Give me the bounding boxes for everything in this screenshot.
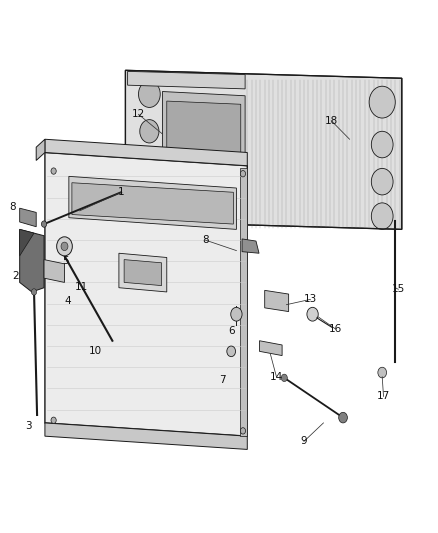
Polygon shape [45, 423, 247, 449]
Polygon shape [20, 229, 44, 292]
Text: 8: 8 [9, 202, 16, 212]
Circle shape [61, 242, 68, 251]
Circle shape [369, 86, 395, 118]
Text: 11: 11 [74, 281, 88, 292]
Text: 5: 5 [63, 256, 69, 266]
Polygon shape [20, 208, 36, 227]
Polygon shape [124, 260, 162, 286]
Circle shape [51, 168, 56, 174]
Circle shape [378, 367, 387, 378]
Text: 15: 15 [392, 284, 405, 294]
Circle shape [240, 427, 246, 434]
Polygon shape [45, 139, 247, 166]
Polygon shape [45, 152, 247, 436]
Circle shape [32, 289, 37, 295]
Circle shape [51, 417, 56, 423]
Text: 9: 9 [300, 437, 307, 447]
Polygon shape [20, 229, 34, 256]
Circle shape [371, 168, 393, 195]
Circle shape [307, 308, 318, 321]
Text: 8: 8 [202, 235, 208, 245]
Text: 3: 3 [25, 421, 32, 431]
Text: 12: 12 [132, 109, 145, 119]
Polygon shape [125, 70, 402, 229]
Polygon shape [127, 71, 245, 89]
Circle shape [339, 413, 347, 423]
Circle shape [140, 119, 159, 143]
Polygon shape [162, 92, 245, 227]
Polygon shape [119, 253, 167, 292]
Circle shape [138, 81, 160, 108]
Polygon shape [69, 176, 237, 229]
Circle shape [140, 154, 159, 177]
Text: 10: 10 [88, 346, 102, 357]
Polygon shape [265, 290, 289, 312]
Circle shape [371, 203, 393, 229]
Text: 13: 13 [304, 294, 317, 304]
Circle shape [227, 346, 236, 357]
Circle shape [42, 221, 47, 227]
Text: 1: 1 [118, 187, 124, 197]
Circle shape [371, 131, 393, 158]
Polygon shape [240, 168, 247, 436]
Circle shape [240, 171, 246, 177]
Polygon shape [36, 139, 45, 160]
Text: 2: 2 [12, 271, 19, 281]
Polygon shape [167, 101, 241, 217]
Polygon shape [242, 239, 259, 253]
Circle shape [140, 189, 159, 212]
Polygon shape [259, 341, 282, 356]
Polygon shape [72, 183, 233, 224]
Circle shape [281, 374, 287, 382]
Polygon shape [44, 260, 64, 282]
Text: 14: 14 [270, 372, 283, 382]
Text: 18: 18 [325, 116, 338, 126]
Text: 16: 16 [329, 324, 342, 334]
Circle shape [231, 308, 242, 321]
Text: 6: 6 [229, 326, 235, 336]
Text: 17: 17 [377, 391, 390, 401]
Text: 7: 7 [219, 375, 226, 385]
Text: 4: 4 [65, 296, 71, 306]
Circle shape [57, 237, 72, 256]
